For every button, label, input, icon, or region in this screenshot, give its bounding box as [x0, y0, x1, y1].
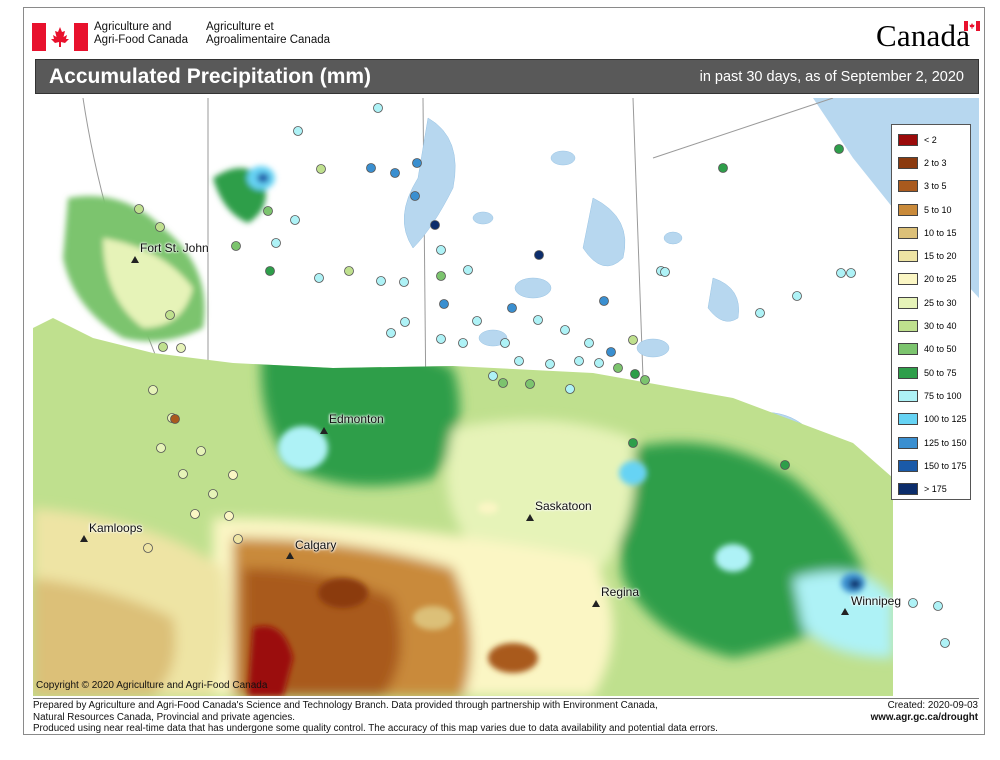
- city-marker-edmonton: [320, 427, 328, 434]
- copyright-notice: Copyright © 2020 Agriculture and Agri-Fo…: [36, 680, 268, 691]
- city-marker-regina: [592, 600, 600, 607]
- city-label-regina: Regina: [601, 585, 640, 599]
- created-date: Created: 2020-09-03: [887, 700, 978, 711]
- title-bar: Accumulated Precipitation (mm) in past 3…: [35, 59, 979, 94]
- city-label-kamloops: Kamloops: [89, 521, 143, 535]
- legend-label: > 175: [924, 484, 947, 495]
- legend-item: < 2: [898, 128, 964, 151]
- legend-swatch: [898, 156, 918, 169]
- agency-en-line1: Agriculture and: [94, 21, 172, 33]
- legend-swatch: [898, 366, 918, 379]
- footer-divider: [33, 698, 979, 699]
- legend-label: 2 to 3: [924, 157, 947, 168]
- legend-label: < 2: [924, 134, 937, 145]
- legend-swatch: [898, 296, 918, 309]
- legend-item: 25 to 30: [898, 291, 964, 314]
- footer-line-1: Prepared by Agriculture and Agri-Food Ca…: [33, 700, 658, 711]
- legend-item: 3 to 5: [898, 175, 964, 198]
- legend-item: 75 to 100: [898, 384, 964, 407]
- city-marker-saskatoon: [526, 514, 534, 521]
- footer-meta: Created: 2020-09-03 www.agr.gc.ca/drough…: [871, 700, 978, 723]
- agency-fr-line1: Agriculture et: [206, 21, 274, 33]
- legend-item: 5 to 10: [898, 198, 964, 221]
- legend-swatch: [898, 413, 918, 426]
- legend-item: 100 to 125: [898, 408, 967, 431]
- legend-label: 75 to 100: [924, 390, 962, 401]
- legend-label: 15 to 20: [924, 251, 957, 262]
- city-marker-calgary: [286, 552, 294, 559]
- agency-fr-line2: Agroalimentaire Canada: [206, 34, 331, 46]
- legend-swatch: [898, 180, 918, 193]
- legend-label: 40 to 50: [924, 344, 957, 355]
- legend-item: 10 to 15: [898, 221, 964, 244]
- agency-name-english: Agriculture and Agri-Food Canada: [94, 21, 188, 47]
- wordmark-flag-icon: [964, 21, 980, 31]
- legend-swatch: [898, 133, 918, 146]
- legend-swatch: [898, 250, 918, 263]
- footer-line-2: Natural Resources Canada, Provincial and…: [33, 711, 295, 723]
- legend-label: 150 to 175: [924, 460, 967, 471]
- legend-label: 20 to 25: [924, 274, 957, 285]
- legend-label: 100 to 125: [924, 414, 967, 425]
- legend-swatch: [898, 436, 918, 449]
- precipitation-map: Fort St. John Edmonton Kamloops Calgary …: [33, 98, 979, 696]
- legend-item: 40 to 50: [898, 338, 964, 361]
- canada-wordmark: Canada: [876, 18, 971, 53]
- city-markers: [80, 256, 849, 615]
- legend-label: 25 to 30: [924, 297, 957, 308]
- legend-swatch: [898, 459, 918, 472]
- legend-swatch: [898, 343, 918, 356]
- legend-label: 5 to 10: [924, 204, 952, 215]
- map-subtitle: in past 30 days, as of September 2, 2020: [699, 69, 964, 85]
- legend-swatch: [898, 273, 918, 286]
- agency-en-line2: Agri-Food Canada: [94, 34, 188, 46]
- legend-label: 10 to 15: [924, 227, 957, 238]
- legend-swatch: [898, 389, 918, 402]
- map-canvas: [33, 98, 979, 696]
- city-label-saskatoon: Saskatoon: [535, 499, 592, 513]
- agency-name-french: Agriculture et Agroalimentaire Canada: [206, 21, 330, 47]
- map-title: Accumulated Precipitation (mm): [49, 65, 372, 88]
- northern-bc-field: [63, 166, 275, 342]
- map-sheet: Agriculture and Agri-Food Canada Agricul…: [23, 7, 985, 735]
- canada-flag-icon: [32, 23, 88, 51]
- legend-swatch: [898, 203, 918, 216]
- legend-item: > 175: [898, 477, 964, 500]
- city-label-edmonton: Edmonton: [329, 412, 384, 426]
- legend-swatch: [898, 226, 918, 239]
- city-label-fort-st-john: Fort St. John: [140, 241, 209, 255]
- city-label-calgary: Calgary: [295, 538, 337, 552]
- legend-item: 150 to 175: [898, 454, 967, 477]
- city-label-winnipeg: Winnipeg: [851, 594, 902, 608]
- legend-item: 50 to 75: [898, 361, 964, 384]
- legend-item: 2 to 3: [898, 151, 964, 174]
- drought-url-link[interactable]: www.agr.gc.ca/drought: [870, 711, 978, 723]
- legend-item: 15 to 20: [898, 244, 964, 267]
- station-markers: [134, 103, 950, 648]
- legend-label: 125 to 150: [924, 437, 967, 448]
- legend-swatch: [898, 320, 918, 333]
- legend-item: 30 to 40: [898, 314, 964, 337]
- legend-label: 30 to 40: [924, 321, 957, 332]
- legend-item: 20 to 25: [898, 268, 964, 291]
- city-marker-fort-st-john: [131, 256, 139, 263]
- city-marker-kamloops: [80, 535, 88, 542]
- footer-line-3: Produced using near real-time data that …: [33, 723, 718, 734]
- legend: < 2 2 to 3 3 to 5 5 to 10 10 to 15 15 to 20 20…: [891, 124, 971, 500]
- legend-swatch: [898, 483, 918, 496]
- legend-label: 50 to 75: [924, 367, 957, 378]
- city-marker-winnipeg: [841, 608, 849, 615]
- legend-label: 3 to 5: [924, 181, 947, 192]
- legend-item: 125 to 150: [898, 431, 967, 454]
- footer-credits: Prepared by Agriculture and Agri-Food Ca…: [33, 700, 773, 735]
